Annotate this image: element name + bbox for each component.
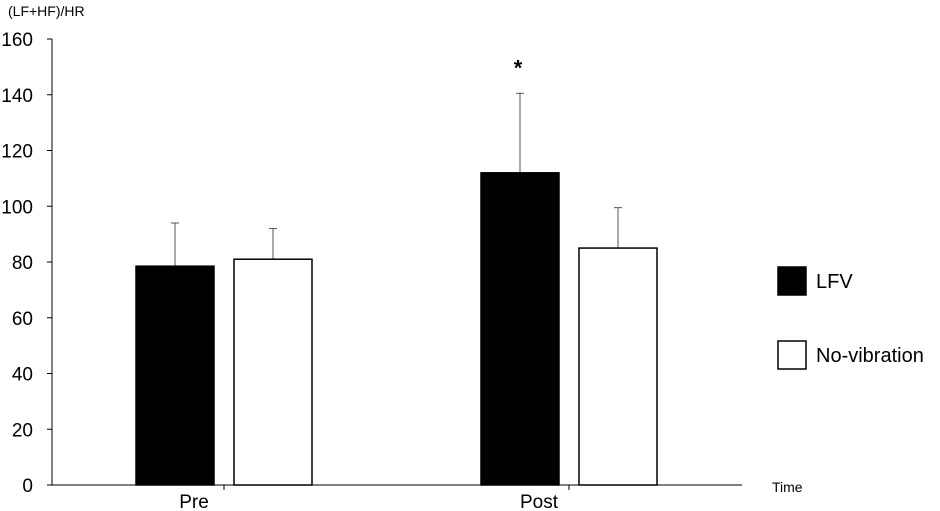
plot-area: 0 20 40 60 80 100 120 140 160 Pre Post * [1, 30, 742, 511]
y-axis-title: (LF+HF)/HR [8, 3, 85, 19]
bar-no-vibration-pre [233, 258, 313, 486]
y-tick-label: 100 [1, 197, 33, 218]
y-tick-label: 120 [1, 142, 33, 163]
bar-lfv-pre [135, 265, 215, 486]
y-tick-label: 40 [12, 365, 33, 386]
x-tick-label: Pre [179, 492, 209, 511]
significance-marker: * [514, 55, 523, 80]
y-tick-label: 140 [1, 86, 33, 107]
y-tick-label: 80 [12, 253, 33, 274]
bar-no-vibration-post [578, 247, 658, 486]
y-tick-label: 60 [12, 309, 33, 330]
x-axis-title: Time [772, 479, 803, 495]
bar-lfv-post [480, 172, 560, 486]
y-tick-label: 160 [1, 30, 33, 51]
legend: LFV No-vibration [777, 266, 924, 370]
y-tick-label: 0 [22, 476, 33, 497]
x-tick-label: Post [520, 492, 559, 511]
y-tick-label: 20 [12, 420, 33, 441]
legend-label: LFV [816, 271, 853, 293]
legend-label: No-vibration [816, 345, 924, 367]
legend-swatch [777, 340, 807, 370]
legend-swatch [777, 266, 807, 296]
